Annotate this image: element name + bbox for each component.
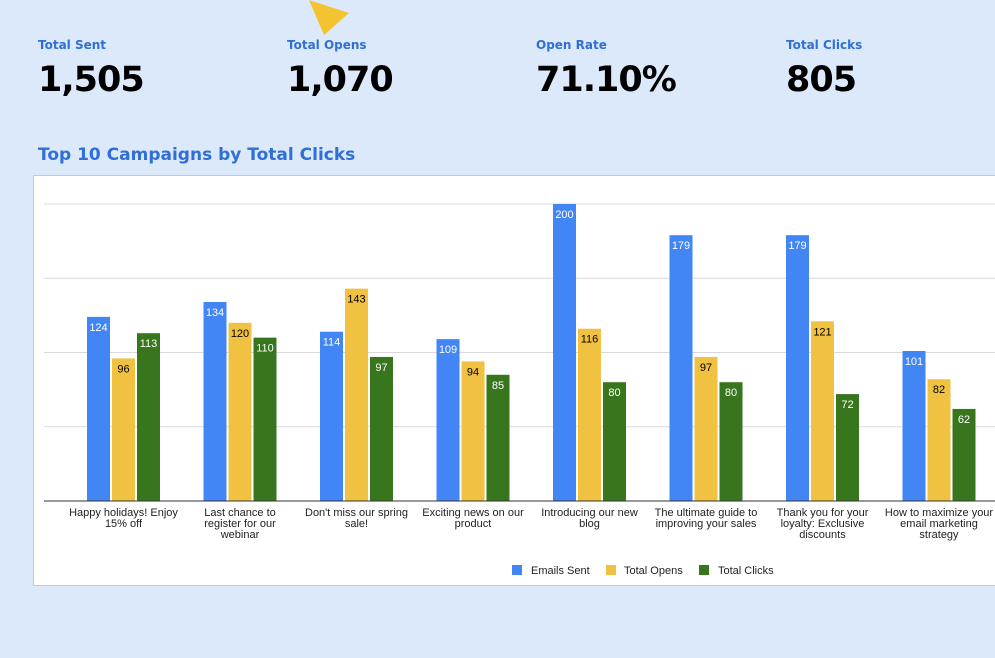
chart-panel: 124 134 114 109 200 179 179 101 96 120 143 94 116 97 1… bbox=[33, 175, 995, 586]
x-tick-label: Thank you for your bbox=[777, 507, 869, 519]
x-tick-label: email marketing bbox=[900, 518, 978, 530]
x-tick-label: strategy bbox=[919, 529, 959, 541]
bar bbox=[87, 316, 110, 501]
data-label: 82 bbox=[933, 384, 945, 396]
data-label: 134 bbox=[206, 307, 224, 319]
x-tick-label: improving your sales bbox=[656, 518, 757, 530]
bar bbox=[228, 322, 252, 501]
bar-chart: 124 134 114 109 200 179 179 101 96 120 143 94 116 97 1… bbox=[44, 203, 995, 577]
bar bbox=[553, 204, 576, 501]
x-tick-label: blog bbox=[579, 518, 600, 530]
bar bbox=[370, 356, 393, 501]
bar bbox=[603, 382, 626, 501]
bar bbox=[952, 408, 976, 501]
x-tick-label: Introducing our new bbox=[541, 507, 638, 519]
data-label: 116 bbox=[581, 334, 599, 346]
kpi-label: Total Sent bbox=[38, 38, 107, 52]
x-tick-label: sale! bbox=[345, 518, 368, 530]
kpi-value: 1,070 bbox=[287, 60, 394, 100]
data-label: 110 bbox=[256, 343, 274, 355]
bar bbox=[137, 333, 160, 501]
x-tick-label: discounts bbox=[799, 529, 846, 541]
bar bbox=[786, 235, 809, 501]
legend-swatch bbox=[606, 565, 616, 575]
data-label: 80 bbox=[608, 387, 620, 399]
kpi-label: Total Clicks bbox=[786, 38, 863, 52]
bar bbox=[461, 361, 485, 501]
data-label: 62 bbox=[958, 414, 970, 426]
bar bbox=[927, 379, 951, 501]
kpi-value: 805 bbox=[786, 60, 857, 100]
bar bbox=[345, 288, 368, 501]
data-label: 80 bbox=[725, 387, 737, 399]
x-tick-label: Don't miss our spring bbox=[305, 507, 408, 519]
kpi-label: Open Rate bbox=[536, 38, 607, 52]
x-tick-label: register for our bbox=[204, 518, 276, 530]
x-tick-label: How to maximize your bbox=[885, 507, 994, 519]
bar bbox=[836, 394, 859, 501]
kpi-total-clicks: Total Clicks 805 bbox=[786, 38, 862, 100]
bar bbox=[253, 337, 277, 501]
data-label: 96 bbox=[117, 363, 129, 375]
kpi-open-rate: Open Rate 71.10% bbox=[536, 38, 677, 100]
section-title: Top 10 Campaigns by Total Clicks bbox=[38, 145, 356, 165]
data-label: 85 bbox=[492, 380, 504, 392]
legend-swatch bbox=[699, 565, 709, 575]
bar bbox=[578, 328, 601, 501]
data-label: 109 bbox=[439, 344, 457, 356]
bar bbox=[320, 331, 343, 501]
pointer-cursor-icon bbox=[309, 0, 349, 35]
legend-label: Total Clicks bbox=[718, 565, 774, 577]
x-tick-label: 15% off bbox=[105, 518, 143, 530]
bar bbox=[694, 356, 718, 501]
x-tick-label: Last chance to bbox=[204, 507, 276, 519]
data-label: 114 bbox=[323, 337, 341, 349]
data-label: 121 bbox=[813, 326, 831, 338]
kpi-label: Total Opens bbox=[287, 38, 367, 52]
bar bbox=[719, 382, 743, 501]
kpi-total-sent: Total Sent 1,505 bbox=[38, 38, 145, 100]
kpi-value: 71.10% bbox=[536, 60, 677, 100]
legend-label: Emails Sent bbox=[531, 565, 590, 577]
x-tick-label: Exciting news on our bbox=[422, 507, 524, 519]
bar bbox=[902, 351, 926, 501]
x-tick-label: The ultimate guide to bbox=[655, 507, 758, 519]
data-label: 179 bbox=[672, 240, 690, 252]
data-label: 200 bbox=[555, 209, 573, 221]
bar bbox=[436, 339, 460, 501]
data-label: 101 bbox=[905, 356, 923, 368]
data-label: 113 bbox=[140, 338, 158, 350]
kpi-value: 1,505 bbox=[38, 60, 145, 100]
legend-label: Total Opens bbox=[624, 565, 683, 577]
bar bbox=[203, 302, 227, 501]
data-label: 94 bbox=[467, 366, 479, 378]
data-label: 124 bbox=[89, 322, 107, 334]
data-label: 72 bbox=[841, 399, 853, 411]
data-label: 97 bbox=[375, 362, 387, 374]
data-label: 120 bbox=[231, 328, 249, 340]
data-label: 97 bbox=[700, 362, 712, 374]
bar bbox=[112, 358, 135, 501]
bar bbox=[811, 321, 834, 501]
x-tick-label: Happy holidays! Enjoy bbox=[69, 507, 178, 519]
bar bbox=[669, 235, 693, 501]
legend-swatch bbox=[512, 565, 522, 575]
data-label: 143 bbox=[347, 294, 365, 306]
x-tick-label: product bbox=[455, 518, 492, 530]
x-tick-label: loyalty: Exclusive bbox=[781, 518, 865, 530]
bar bbox=[486, 374, 510, 501]
x-tick-label: webinar bbox=[220, 529, 260, 541]
kpi-total-opens: Total Opens 1,070 bbox=[287, 38, 394, 100]
data-label: 179 bbox=[788, 240, 806, 252]
